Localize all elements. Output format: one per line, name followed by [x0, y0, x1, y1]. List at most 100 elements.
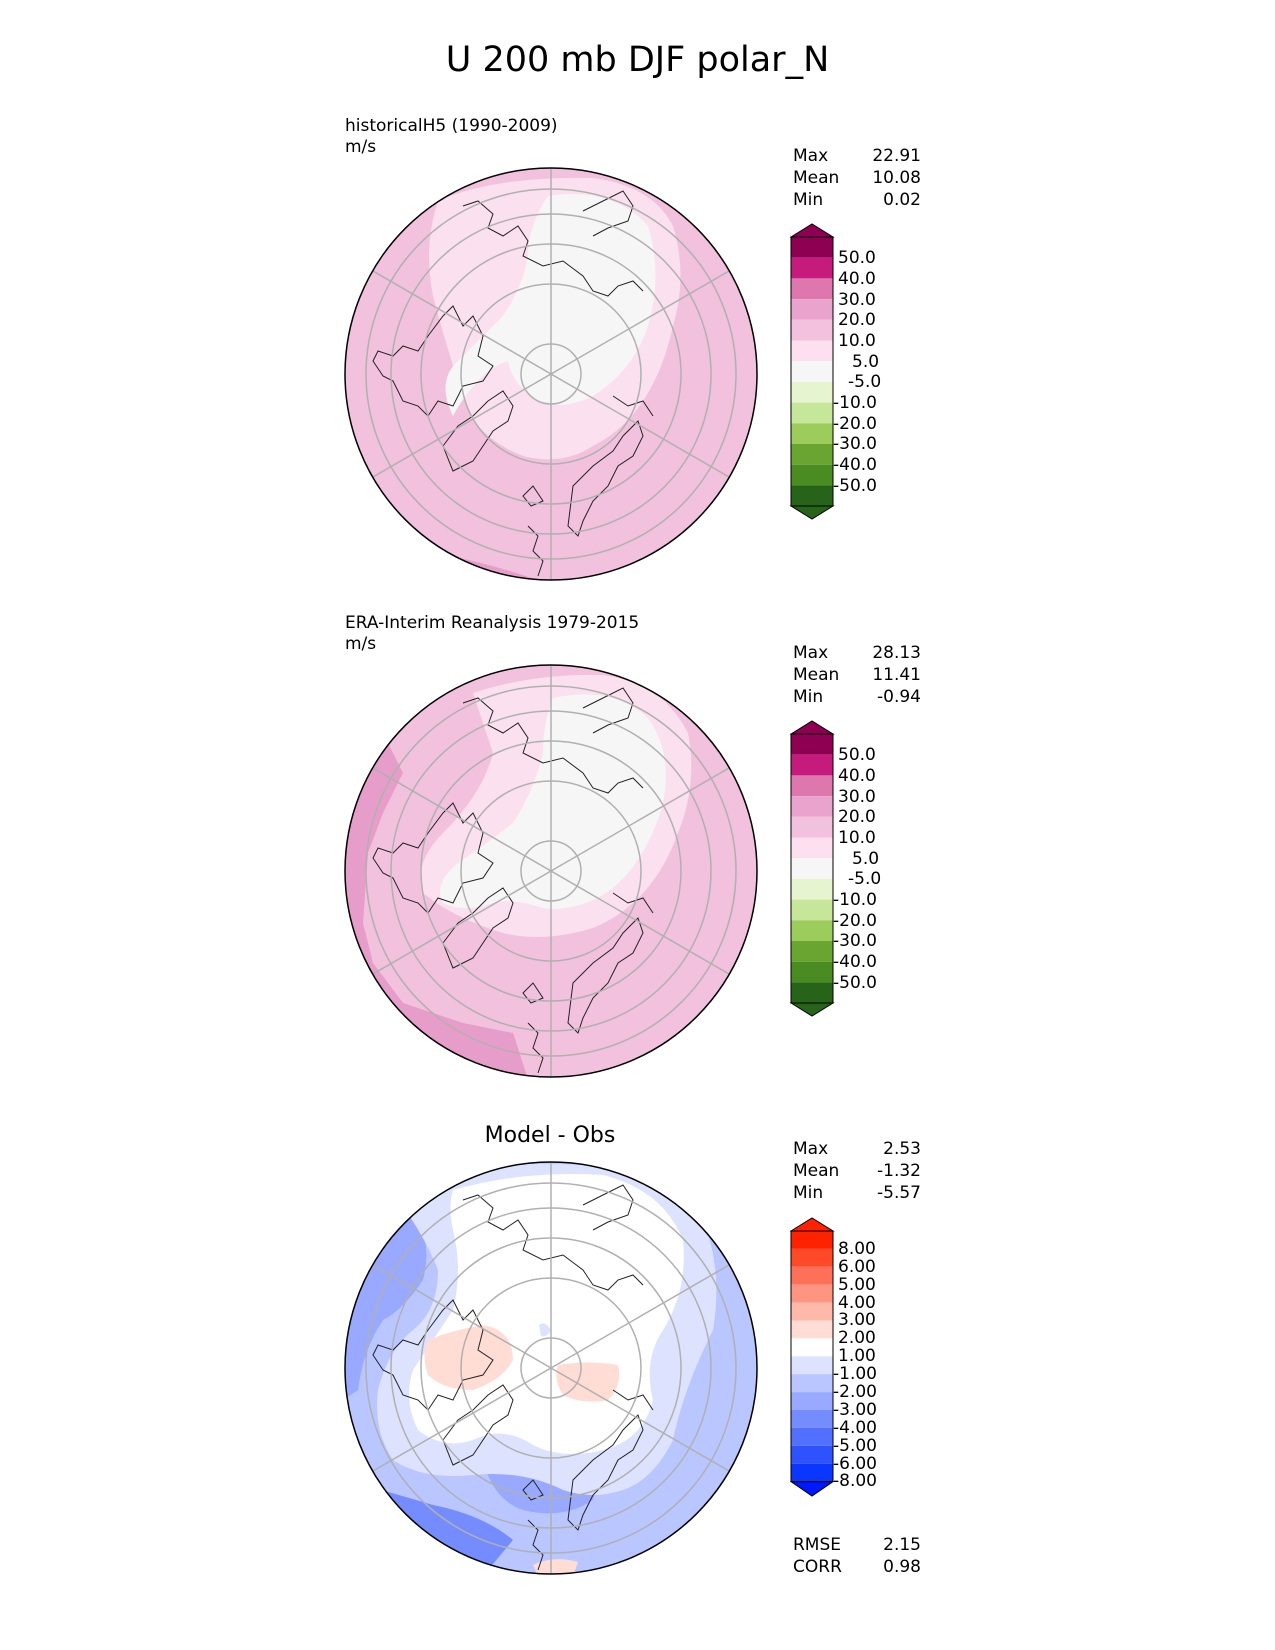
obs-colorbar-band [791, 878, 833, 900]
obs-tick: 40.0 [838, 766, 876, 786]
obs-colorbar-bottom [790, 1002, 835, 1017]
model-colorbar [790, 223, 835, 520]
obs-colorbar-top [790, 720, 835, 735]
obs-max-label: Max [793, 643, 829, 663]
obs-tick: 30.0 [838, 787, 876, 807]
diff-colorbar-band [791, 1445, 833, 1464]
obs-max-value: 28.13 [872, 643, 921, 663]
obs-calm-zone [440, 694, 666, 909]
rmse-value: 2.15 [883, 1535, 921, 1555]
model-tick: 40.0 [838, 269, 876, 289]
obs-colorbar-band [791, 734, 833, 755]
obs-colorbar-band [791, 796, 833, 817]
obs-colorbar-band [791, 858, 833, 879]
model-tick: -40.0 [833, 455, 877, 475]
corr-label: CORR [793, 1557, 842, 1577]
diff-min-label: Min [793, 1183, 824, 1203]
obs-graticule [365, 665, 737, 1077]
diff-colorbar-band [791, 1266, 833, 1285]
diff-colorbar [790, 1217, 835, 1497]
obs-min-value: -0.94 [877, 687, 921, 707]
obs-tick: -50.0 [833, 973, 877, 993]
model-polar-map [344, 167, 758, 581]
diff-colorbar-band [791, 1392, 833, 1410]
model-max-value: 22.91 [872, 146, 921, 166]
corr-value: 0.98 [883, 1557, 921, 1577]
obs-title: ERA-Interim Reanalysis 1979-2015 [345, 613, 640, 633]
diff-tick: 4.00 [838, 1293, 876, 1313]
diff-colorbar-band [791, 1463, 833, 1482]
obs-colorbar-band [791, 982, 833, 1004]
model-units: m/s [345, 137, 377, 157]
obs-min-label: Min [793, 687, 824, 707]
model-max-label: Max [793, 146, 829, 166]
diff-tick: 1.00 [838, 1346, 876, 1366]
obs-tick: 20.0 [838, 807, 876, 827]
diff-colorbar-band [791, 1356, 833, 1375]
figure-title: U 200 mb DJF polar_N [445, 40, 830, 80]
diff-max-label: Max [793, 1139, 829, 1159]
diff-pos-a [424, 1325, 513, 1390]
model-colorbar-band [791, 340, 833, 362]
diff-max-value: 2.53 [883, 1139, 921, 1159]
obs-polar-map [344, 664, 758, 1078]
diff-tick: 6.00 [838, 1257, 876, 1277]
diff-tick: -8.00 [833, 1471, 877, 1491]
model-colorbar-band [791, 444, 833, 465]
obs-colorbar-band [791, 920, 833, 941]
model-title: historicalH5 (1990-2009) [345, 116, 558, 136]
obs-tick: 50.0 [838, 745, 876, 765]
obs-mean-label: Mean [793, 665, 840, 685]
obs-colorbar-band [791, 899, 833, 921]
model-tick: -50.0 [833, 476, 877, 496]
obs-mean-value: 11.41 [872, 665, 921, 685]
rmse-label: RMSE [793, 1535, 842, 1555]
model-colorbar-band [791, 237, 833, 258]
diff-colorbar-band [791, 1320, 833, 1339]
diff-title: Model - Obs [484, 1123, 616, 1148]
diff-colorbar-band [791, 1374, 833, 1393]
diff-colorbar-band [791, 1338, 833, 1357]
obs-panel-title: ERA-Interim Reanalysis 1979-2015 m/s [345, 613, 639, 655]
model-colorbar-band [791, 485, 833, 507]
diff-colorbar-band [791, 1231, 833, 1249]
diff-mean-value: -1.32 [877, 1161, 921, 1181]
diff-min-value: -5.57 [877, 1183, 921, 1203]
obs-colorbar-band [791, 816, 833, 838]
diff-colorbar-band [791, 1427, 833, 1446]
model-stats: Max 22.91 Mean 10.08 Min 0.02 [793, 145, 921, 211]
diff-stats: Max 2.53 Mean -1.32 Min -5.57 [793, 1138, 921, 1204]
obs-colorbar-band [791, 775, 833, 797]
diff-colorbar-band [791, 1248, 833, 1267]
obs-tick: -10.0 [833, 890, 877, 910]
model-colorbar-band [791, 257, 833, 279]
diff-pos-b [556, 1362, 620, 1402]
model-colorbar-top [790, 223, 835, 238]
model-mean-label: Mean [793, 168, 840, 188]
diff-tick: -3.00 [833, 1400, 877, 1420]
diff-metrics: RMSE 2.15 CORR 0.98 [793, 1534, 921, 1578]
obs-colorbar-band [791, 754, 833, 776]
diff-tick: -4.00 [833, 1418, 877, 1438]
obs-colorbar-band [791, 961, 833, 983]
model-colorbar-band [791, 278, 833, 300]
model-tick: -10.0 [833, 393, 877, 413]
obs-stats: Max 28.13 Mean 11.41 Min -0.94 [793, 642, 921, 708]
diff-tick: -1.00 [833, 1364, 877, 1384]
model-tick: 30.0 [838, 290, 876, 310]
diff-pos-c [533, 1559, 578, 1574]
diff-tick: 5.00 [838, 1275, 876, 1295]
model-tick: -20.0 [833, 414, 877, 434]
obs-tick: 5.0 [852, 849, 880, 869]
model-colorbar-band [791, 423, 833, 444]
diff-neg-pole [539, 1323, 551, 1337]
model-tick: -30.0 [833, 434, 877, 454]
obs-tick: -20.0 [833, 911, 877, 931]
model-colorbar-band [791, 464, 833, 486]
diff-colorbar-top [790, 1217, 835, 1232]
model-panel-title: historicalH5 (1990-2009) m/s [345, 116, 558, 158]
obs-tick: -40.0 [833, 952, 877, 972]
model-tick: 5.0 [852, 352, 880, 372]
obs-tick: 10.0 [838, 828, 876, 848]
model-tick: -5.0 [848, 372, 882, 392]
